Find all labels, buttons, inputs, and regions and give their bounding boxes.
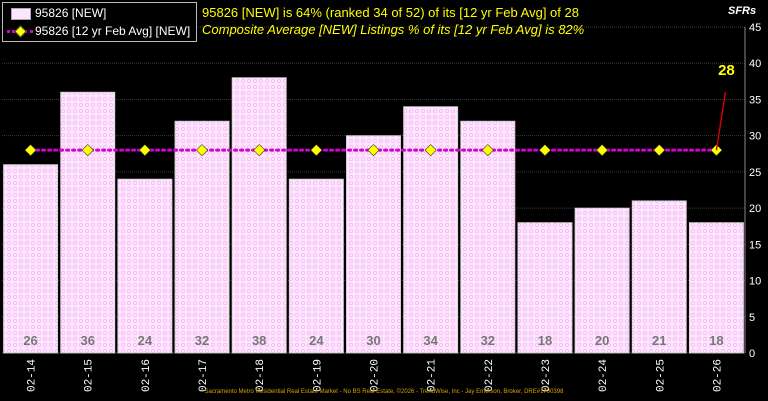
bar-value-label: 34 (423, 333, 438, 348)
bar-value-label: 32 (481, 333, 495, 348)
average-marker (81, 144, 94, 157)
bar (517, 222, 573, 354)
legend-item-bars: 95826 [NEW] (3, 5, 196, 21)
bar (460, 120, 516, 354)
bar-value-label: 36 (80, 333, 94, 348)
bar (174, 120, 230, 354)
x-tick-label: 02-15 (84, 359, 96, 392)
x-tick-label: 02-22 (484, 359, 496, 392)
y-tick-label: 40 (749, 58, 761, 70)
bar-value-label: 38 (252, 333, 266, 348)
legend: 95826 [NEW] 95826 [12 yr Feb Avg] [NEW] (2, 2, 197, 42)
chart-subhead: Composite Average [NEW] Listings % of it… (202, 22, 585, 37)
chart-headline: 95826 [NEW] is 64% (ranked 34 of 52) of … (202, 5, 579, 20)
bar (688, 222, 744, 354)
x-tick-label: 02-23 (541, 359, 553, 392)
average-marker (253, 144, 266, 157)
y-tick-label: 5 (749, 312, 755, 324)
x-tick-label: 02-20 (370, 359, 382, 392)
x-tick-label: 02-24 (598, 359, 610, 392)
x-tick-label: 02-17 (198, 359, 210, 392)
bar (60, 91, 116, 354)
bar-value-label: 21 (652, 333, 666, 348)
legend-line-label: 95826 [12 yr Feb Avg] [NEW] (35, 24, 191, 38)
diamond-marker-icon (14, 25, 27, 38)
average-marker (424, 144, 437, 157)
bar-value-label: 24 (138, 333, 153, 348)
average-marker (138, 144, 151, 157)
footer-credit: Sacramento Metro Residential Real Estate… (204, 389, 564, 395)
y-tick-label: 10 (749, 276, 761, 288)
callout-label: 28 (718, 62, 735, 79)
bar (403, 106, 459, 354)
y-tick-label: 0 (749, 348, 755, 360)
legend-bar-label: 95826 [NEW] (35, 6, 107, 20)
bar-value-label: 20 (595, 333, 609, 348)
x-tick-label: 02-21 (427, 359, 439, 392)
average-marker (653, 144, 666, 157)
bar (346, 135, 401, 354)
bar-swatch (11, 8, 31, 20)
bar-value-label: 18 (538, 333, 552, 348)
x-tick-label: 02-16 (141, 359, 153, 392)
bar-value-label: 32 (195, 333, 209, 348)
x-tick-label: 02-19 (312, 359, 324, 392)
x-tick-label: 02-14 (27, 359, 39, 392)
bar-value-label: 24 (309, 333, 324, 348)
y-tick-label: 45 (749, 22, 761, 34)
callout-leader (715, 92, 727, 151)
bar (117, 178, 173, 354)
average-marker (195, 144, 209, 157)
y-tick-label: 25 (749, 167, 761, 179)
x-tick-label: 02-18 (255, 359, 267, 392)
y-tick-label: 20 (749, 203, 761, 215)
y-tick-label: 35 (749, 94, 761, 106)
bar (231, 77, 287, 354)
bar (631, 200, 687, 354)
bar-value-label: 30 (366, 333, 380, 348)
y-tick-label: 30 (749, 131, 761, 143)
average-marker (538, 144, 552, 157)
bar-value-label: 26 (23, 333, 37, 348)
legend-item-line: 95826 [12 yr Feb Avg] [NEW] (3, 23, 196, 39)
average-marker (367, 144, 380, 157)
y-tick-label: 15 (749, 239, 761, 251)
average-marker (310, 144, 323, 157)
bar (574, 207, 630, 354)
corner-label: SFRs (728, 5, 757, 17)
x-tick-label: 02-25 (655, 359, 667, 392)
bar (3, 164, 59, 354)
average-marker (481, 144, 494, 157)
average-marker (596, 144, 609, 157)
average-marker (24, 144, 37, 157)
x-tick-label: 02-26 (712, 359, 724, 392)
bar (288, 178, 344, 354)
bar-value-label: 18 (709, 333, 723, 348)
